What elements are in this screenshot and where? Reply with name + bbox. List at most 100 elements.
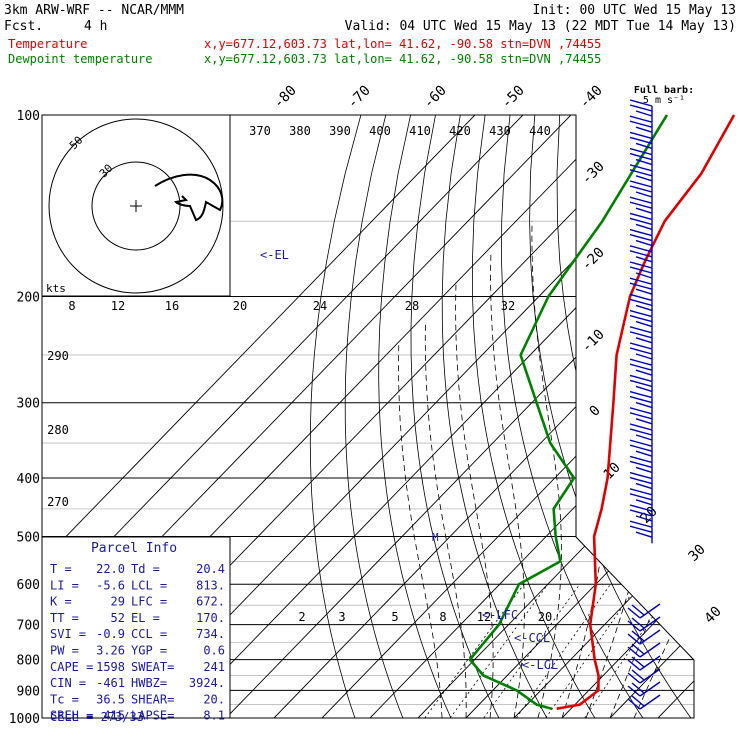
parcel-info-title: Parcel Info xyxy=(91,541,177,556)
parcel-value: 20. xyxy=(203,692,225,706)
dry-adiabat xyxy=(378,115,452,718)
theta-label: 380 xyxy=(289,124,311,138)
parcel-label: SWEAT= xyxy=(131,660,174,674)
wind-barb xyxy=(629,293,653,317)
parcel-label: Tc = xyxy=(50,692,79,706)
parcel-cell: CELL = 273/33 xyxy=(50,710,144,724)
theta-label: 270 xyxy=(47,495,69,509)
isotherm-label: -30 xyxy=(579,159,608,188)
level-annotation: M xyxy=(432,531,439,544)
wind-barb xyxy=(629,277,653,301)
parcel-value: 29 xyxy=(111,595,125,609)
pressure-label: 600 xyxy=(17,578,40,593)
parcel-value: 36.5 xyxy=(96,692,125,706)
dry-adiabat xyxy=(709,115,740,718)
parcel-value: 0.6 xyxy=(203,644,225,658)
wind-barb xyxy=(627,655,661,671)
isotherm--60 xyxy=(177,115,694,718)
parcel-label: HWBZ= xyxy=(131,676,167,690)
wind-barb xyxy=(629,374,653,398)
wind-barb xyxy=(629,455,653,479)
theta-label: 280 xyxy=(47,423,69,437)
wind-barb xyxy=(629,309,653,333)
mixing-ratio-label: 2 xyxy=(298,610,305,624)
parcel-label: CCL = xyxy=(131,627,167,641)
parcel-label: SHEAR= xyxy=(131,692,174,706)
fcst-label: Fcst. xyxy=(4,19,43,34)
model-title: 3km ARW-WRF -- NCAR/MMM xyxy=(4,3,184,18)
wind-key-line1: Full barb: xyxy=(634,85,694,96)
wind-barb xyxy=(629,520,653,544)
isotherm--40 xyxy=(273,115,694,718)
pressure-label: 400 xyxy=(17,472,40,487)
wind-barb xyxy=(629,407,653,430)
parcel-value: 672. xyxy=(196,595,225,609)
speed-label: 24 xyxy=(313,299,327,313)
dry-adiabat xyxy=(583,115,694,718)
mixing-ratio-label: 12 xyxy=(477,610,491,624)
dry-adiabat xyxy=(309,115,362,718)
wind-barb xyxy=(627,616,661,632)
isotherm-label: 40 xyxy=(702,604,725,627)
parcel-label: LI = xyxy=(50,578,79,592)
moist-adiabat xyxy=(561,221,607,718)
parcel-label: LFC = xyxy=(131,595,167,609)
parcel-label: LCL = xyxy=(131,578,167,592)
isotherm-30 xyxy=(609,115,694,718)
init-time: Init: 00 UTC Wed 15 May 13 xyxy=(533,3,737,18)
theta-label: 370 xyxy=(249,124,271,138)
hodograph-unit: kts xyxy=(46,282,66,295)
wind-barb xyxy=(629,390,653,414)
wind-key-line2: 5 m s⁻¹ xyxy=(643,95,685,106)
level-annotation: <-LCL xyxy=(522,658,558,672)
parcel-label: K = xyxy=(50,595,72,609)
wind-barb xyxy=(629,164,653,187)
hodograph-trace xyxy=(154,173,224,222)
dry-adiabat xyxy=(609,115,694,718)
isotherm-label: -10 xyxy=(579,327,608,356)
theta-label: 390 xyxy=(329,124,351,138)
pressure-label: 1000 xyxy=(9,712,40,727)
parcel-label: EL = xyxy=(131,611,160,625)
parcel-info-frame xyxy=(41,536,231,719)
pressure-label: 700 xyxy=(17,619,40,634)
isotherm-0 xyxy=(465,115,694,718)
wind-barb xyxy=(629,439,653,463)
parcel-label: TT = xyxy=(50,611,79,625)
pressure-label: 500 xyxy=(17,530,40,545)
theta-label: 290 xyxy=(47,349,69,363)
mixing-ratio-line xyxy=(483,583,581,718)
parcel-value: 1598 xyxy=(96,660,125,674)
dry-adiabat xyxy=(344,115,404,718)
speed-label: 28 xyxy=(405,299,419,313)
mixing-ratio-line xyxy=(449,583,549,718)
dry-adiabat xyxy=(556,115,694,718)
mixing-ratio-label: 8 xyxy=(439,610,446,624)
dry-adiabat xyxy=(683,115,694,718)
parcel-value: 415 xyxy=(103,709,125,723)
wind-barb xyxy=(627,681,661,697)
isotherm--110 xyxy=(42,115,524,718)
isotherm--10 xyxy=(417,115,694,718)
mixing-ratio-label: 3 xyxy=(338,610,345,624)
wind-barb xyxy=(629,326,653,349)
dewpoint-legend-name: Dewpoint temperature xyxy=(8,52,153,66)
parcel-label: SREH = xyxy=(50,709,93,723)
temperature-legend-name: Temperature xyxy=(8,37,87,51)
isotherm-50 xyxy=(706,115,740,718)
pressure-label: 100 xyxy=(17,109,40,124)
isotherm-40 xyxy=(657,115,694,718)
level-annotation: <-LFC xyxy=(482,608,518,622)
speed-label: 12 xyxy=(111,299,125,313)
isotherm-label: 30 xyxy=(686,542,709,565)
fcst-value: 4 h xyxy=(84,19,107,34)
wind-barb xyxy=(629,504,653,527)
wind-barb xyxy=(629,488,653,511)
mixing-ratio-line xyxy=(584,583,676,718)
dewpoint-trace xyxy=(468,114,669,710)
parcel-label: CAPE = xyxy=(50,660,93,674)
temperature-legend-info: x,y=677.12,603.73 lat,lon= 41.62, -90.58… xyxy=(204,37,601,51)
isotherm--20 xyxy=(369,115,694,718)
moist-adiabat xyxy=(531,221,562,718)
hodograph-ring xyxy=(91,161,181,251)
